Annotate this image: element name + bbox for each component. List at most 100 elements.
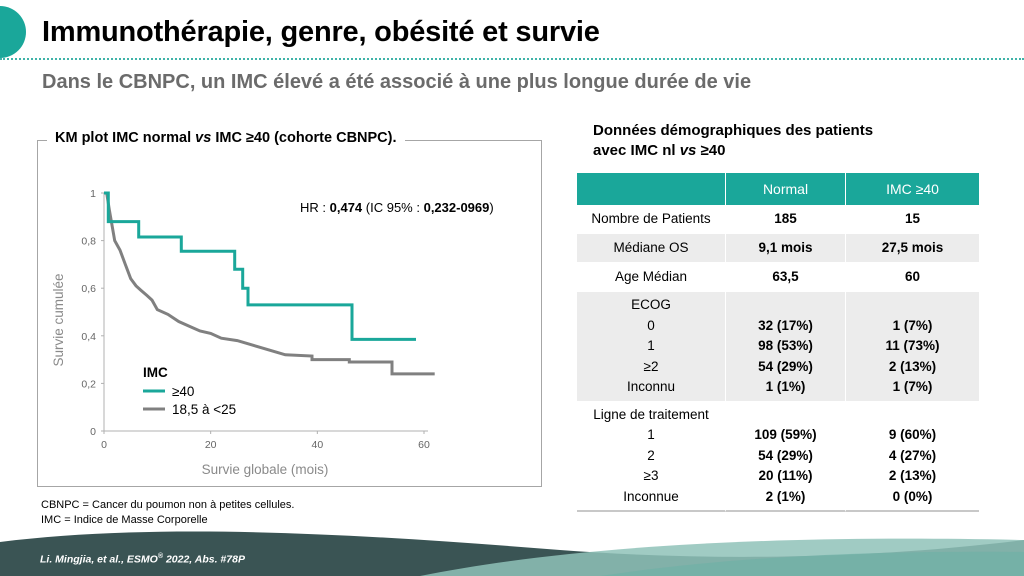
table-cell-obese: 60 xyxy=(845,263,979,292)
km-curve-series-1 xyxy=(105,192,435,376)
cell-value xyxy=(850,295,975,316)
cell-value: 1 (7%) xyxy=(892,379,933,394)
column-header: Normal xyxy=(725,173,845,205)
legend-label-0: ≥40 xyxy=(172,384,194,399)
column-header: IMC ≥40 xyxy=(845,173,979,205)
cell-value: Médiane OS xyxy=(613,239,689,255)
footer-band xyxy=(0,528,1024,576)
cell-value: 1 xyxy=(647,338,655,353)
table-row: Nombre de Patients 185 15 xyxy=(577,205,979,234)
x-axis-label: Survie globale (mois) xyxy=(202,462,329,477)
demographics-title: Données démographiques des patients avec… xyxy=(593,121,873,161)
column-header xyxy=(577,173,725,205)
page-title: Immunothérapie, genre, obésité et survie xyxy=(42,16,600,48)
cell-value: ≥2 xyxy=(643,358,659,374)
citation-main: Li. Mingjia, et al., ESMO xyxy=(40,553,158,566)
cell-value: 1 (1%) xyxy=(765,379,806,394)
table-cell-label: ECOG 0 1 ≥2 Inconnu xyxy=(577,292,725,402)
y-axis-label: Survie cumulée xyxy=(51,273,66,366)
x-tick-label: 0 xyxy=(101,439,107,451)
cell-value: 2 xyxy=(647,447,655,463)
table-cell-normal: 32 (17%) 98 (53%) 54 (29%) 1 (1%) xyxy=(725,292,845,402)
cell-value: 0 (0%) xyxy=(892,488,933,504)
cell-value: ECOG xyxy=(631,297,671,312)
x-tick-label: 60 xyxy=(418,439,430,451)
demographics-table: Normal IMC ≥40 Nombre de Patients 185 15 Mé… xyxy=(577,173,979,512)
y-tick-label: 0,8 xyxy=(81,236,96,248)
table-row: ECOG 0 1 ≥2 Inconnu 32 (17%) 98 (53%) 54 (29%)… xyxy=(577,292,979,402)
demo-title-suffix: ≥40 xyxy=(696,142,726,159)
cell-value: ≥3 xyxy=(643,468,659,483)
cell-value: Inconnu xyxy=(626,379,676,394)
cell-value: 20 (11%) xyxy=(758,468,813,483)
cell-value: 2 (13%) xyxy=(888,358,937,374)
demo-title-prefix: avec IMC nl xyxy=(593,142,680,159)
demographics-title-line2: avec IMC nl vs ≥40 xyxy=(593,141,873,161)
y-tick-label: 0,6 xyxy=(81,283,96,295)
km-curve-series-0 xyxy=(104,191,416,341)
cell-value: Nombre de Patients xyxy=(591,210,711,226)
table-row: Ligne de traitement 1 2 ≥3 Inconnue 109 (59%… xyxy=(577,401,979,512)
cell-value: 2 (1%) xyxy=(765,488,806,504)
title-divider xyxy=(0,58,1024,60)
cell-value: Age Médian xyxy=(614,268,688,284)
legend-label-1: 18,5 à <25 xyxy=(172,402,236,417)
cell-value: 11 (73%) xyxy=(885,338,940,353)
cell-value: 63,5 xyxy=(772,268,799,284)
y-tick-label: 0 xyxy=(90,426,96,438)
table-cell-obese: 9 (60%) 4 (27%) 2 (13%) 0 (0%) xyxy=(845,401,979,512)
y-tick-label: 0,2 xyxy=(81,378,96,390)
cell-value: Ligne de traitement xyxy=(593,406,709,422)
cell-value: 9 (60%) xyxy=(888,427,937,442)
hr-value: 0,474 xyxy=(329,200,363,215)
km-title-part1: KM plot IMC normal xyxy=(55,130,196,146)
cell-value: 32 (17%) xyxy=(758,317,813,333)
table-cell-normal: 109 (59%) 54 (29%) 20 (11%) 2 (1%) xyxy=(725,401,845,512)
cell-value: 9,1 mois xyxy=(758,239,813,255)
table-row: Médiane OS 9,1 mois 27,5 mois xyxy=(577,234,979,263)
table-header-row: Normal IMC ≥40 xyxy=(577,173,979,205)
demo-title-vs: vs xyxy=(679,142,697,159)
table-cell-normal: 63,5 xyxy=(725,263,845,292)
hr-mid: (IC 95% : xyxy=(362,200,424,215)
hr-suffix: ) xyxy=(489,200,494,215)
table-row: Age Médian 63,5 60 xyxy=(577,263,979,292)
km-chart-title: KM plot IMC normal vs IMC ≥40 (cohorte C… xyxy=(47,130,405,146)
citation: Li. Mingjia, et al., ESMO® 2022, Abs. #7… xyxy=(40,553,245,566)
footnote-cbnpc: CBNPC = Cancer du poumon non à petites c… xyxy=(41,499,295,511)
legend-title: IMC xyxy=(143,365,168,380)
table-cell-normal: 185 xyxy=(725,205,845,234)
hr-prefix: HR : xyxy=(300,200,330,215)
cell-value: 98 (53%) xyxy=(758,338,813,353)
citation-rest: 2022, Abs. #78P xyxy=(163,553,245,566)
cell-value: 2 (13%) xyxy=(888,468,937,483)
demographics-title-line1: Données démographiques des patients xyxy=(593,122,874,139)
cell-value: 54 (29%) xyxy=(758,447,813,463)
cell-value: 54 (29%) xyxy=(758,358,813,374)
cell-value: 1 (7%) xyxy=(892,317,933,333)
cell-value xyxy=(850,405,975,426)
hazard-ratio: HR : 0,474 (IC 95% : 0,232-0969) xyxy=(300,200,494,215)
table-cell-label: Age Médian xyxy=(577,263,725,292)
footer-wave-mid xyxy=(600,551,1024,576)
table-cell-obese: 15 xyxy=(845,205,979,234)
page-subtitle: Dans le CBNPC, un IMC élevé a été associ… xyxy=(42,71,752,93)
cell-value: 15 xyxy=(904,210,921,226)
km-title-part2: IMC ≥40 (cohorte CBNPC). xyxy=(211,130,397,146)
cell-value: 0 xyxy=(647,317,655,333)
km-title-vs: vs xyxy=(195,130,212,146)
citation-sup: ® xyxy=(157,553,164,560)
cell-value xyxy=(730,405,841,426)
table-cell-label: Médiane OS xyxy=(577,234,725,263)
cell-value: 4 (27%) xyxy=(888,447,937,463)
table-cell-label: Nombre de Patients xyxy=(577,205,725,234)
y-tick-label: 0,4 xyxy=(81,331,96,343)
cell-value: 27,5 mois xyxy=(881,239,944,255)
x-tick-label: 40 xyxy=(311,439,323,451)
cell-value xyxy=(730,295,841,316)
cell-value: 109 (59%) xyxy=(754,427,817,442)
table-cell-obese: 1 (7%) 11 (73%) 2 (13%) 1 (7%) xyxy=(845,292,979,402)
table-cell-obese: 27,5 mois xyxy=(845,234,979,263)
footnote-imc: IMC = Indice de Masse Corporelle xyxy=(41,514,208,526)
y-tick-label: 1 xyxy=(90,188,96,200)
